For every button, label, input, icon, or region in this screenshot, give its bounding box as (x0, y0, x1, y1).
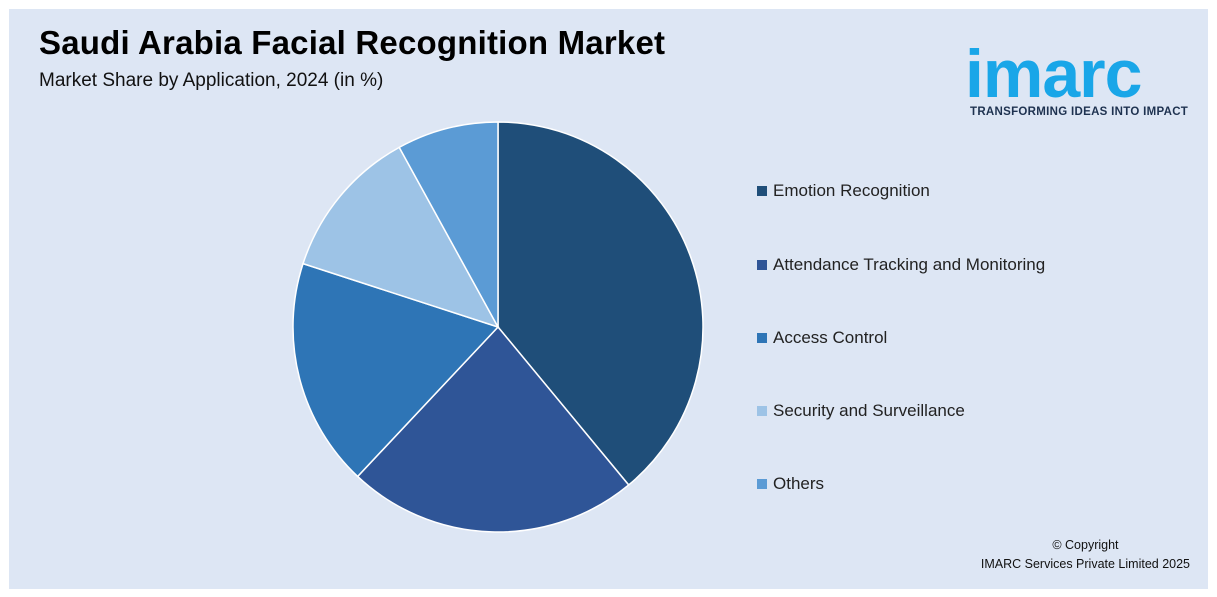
pie-slice-attendance-tracking-and-monitoring (356, 325, 630, 533)
legend-swatch (757, 260, 767, 270)
legend-swatch (757, 406, 767, 416)
legend-item: Emotion Recognition (757, 180, 930, 202)
pie-slice-access-control (292, 262, 500, 478)
pie-chart (292, 121, 704, 533)
copyright-line-1: © Copyright (1052, 538, 1119, 552)
pie-slice-security-and-surveillance (302, 146, 500, 329)
legend-swatch (757, 479, 767, 489)
legend-label: Security and Surveillance (773, 401, 965, 420)
legend-item: Attendance Tracking and Monitoring (757, 254, 1045, 276)
copyright-notice: © Copyright IMARC Services Private Limit… (981, 536, 1190, 574)
legend-label: Emotion Recognition (773, 181, 930, 200)
legend-label: Attendance Tracking and Monitoring (773, 255, 1046, 274)
legend-label: Others (773, 474, 825, 493)
chart-title: Saudi Arabia Facial Recognition Market (39, 24, 666, 61)
legend-swatch (757, 333, 767, 343)
legend-label: Access Control (773, 328, 888, 347)
legend-item: Others (757, 473, 824, 495)
legend-item: Security and Surveillance (757, 400, 965, 422)
legend-item: Access Control (757, 327, 887, 349)
pie-slice-others (398, 121, 499, 328)
logo-wordmark: imarc (965, 36, 1142, 112)
chart-subtitle: Market Share by Application, 2024 (in %) (39, 70, 384, 91)
pie-slice-emotion-recognition (497, 121, 704, 487)
legend-swatch (757, 186, 767, 196)
copyright-line-2: IMARC Services Private Limited 2025 (980, 557, 1190, 571)
logo-tagline: TRANSFORMING IDEAS INTO IMPACT (970, 106, 1189, 118)
imarc-logo: imarc TRANSFORMING IDEAS INTO IMPACT (965, 22, 1200, 122)
